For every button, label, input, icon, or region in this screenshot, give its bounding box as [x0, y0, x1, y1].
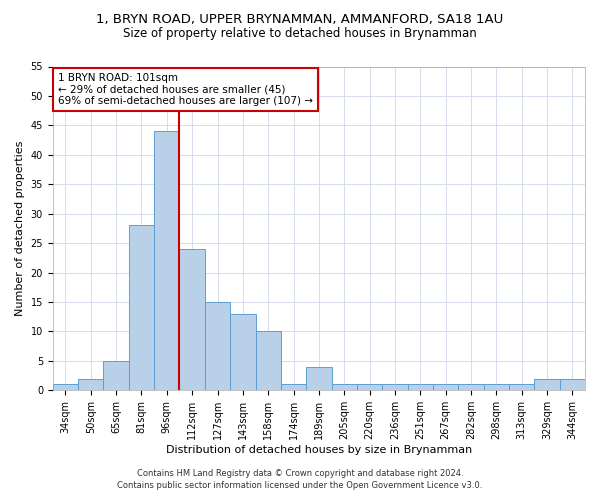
Bar	[382, 384, 407, 390]
Bar	[535, 378, 560, 390]
Bar	[509, 384, 535, 390]
Bar	[458, 384, 484, 390]
Bar	[256, 332, 281, 390]
Bar	[179, 249, 205, 390]
Bar	[433, 384, 458, 390]
Text: 1, BRYN ROAD, UPPER BRYNAMMAN, AMMANFORD, SA18 1AU: 1, BRYN ROAD, UPPER BRYNAMMAN, AMMANFORD…	[97, 12, 503, 26]
Bar	[357, 384, 382, 390]
Bar	[484, 384, 509, 390]
Bar	[281, 384, 306, 390]
Bar	[129, 226, 154, 390]
Bar	[230, 314, 256, 390]
Bar	[332, 384, 357, 390]
Text: 1 BRYN ROAD: 101sqm
← 29% of detached houses are smaller (45)
69% of semi-detach: 1 BRYN ROAD: 101sqm ← 29% of detached ho…	[58, 73, 313, 106]
Bar	[407, 384, 433, 390]
Bar	[205, 302, 230, 390]
Bar	[560, 378, 585, 390]
Y-axis label: Number of detached properties: Number of detached properties	[15, 140, 25, 316]
Bar	[306, 367, 332, 390]
Bar	[53, 384, 78, 390]
Text: Contains HM Land Registry data © Crown copyright and database right 2024.
Contai: Contains HM Land Registry data © Crown c…	[118, 468, 482, 490]
Bar	[78, 378, 103, 390]
Text: Size of property relative to detached houses in Brynamman: Size of property relative to detached ho…	[123, 28, 477, 40]
Bar	[103, 361, 129, 390]
X-axis label: Distribution of detached houses by size in Brynamman: Distribution of detached houses by size …	[166, 445, 472, 455]
Bar	[154, 132, 179, 390]
